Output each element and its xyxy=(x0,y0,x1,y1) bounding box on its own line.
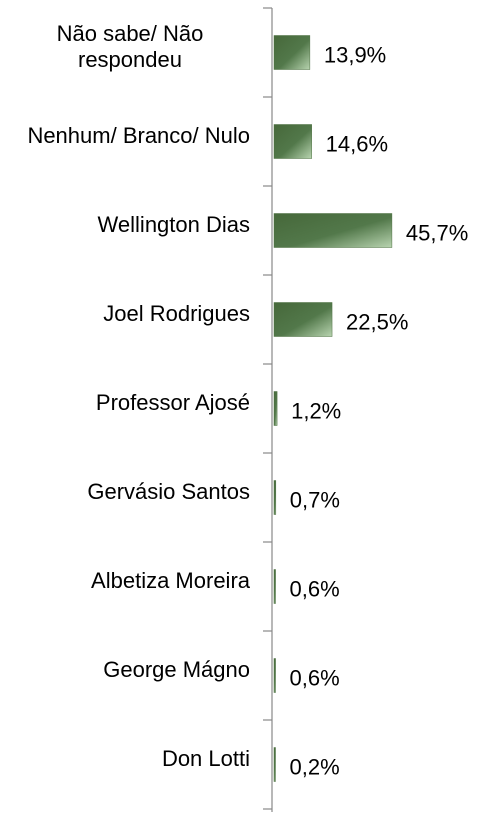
category-label: Don Lotti xyxy=(161,745,250,771)
value-label: 45,7% xyxy=(406,220,468,245)
value-label: 0,6% xyxy=(290,576,340,601)
value-label: 0,7% xyxy=(290,487,340,512)
category-label: Wellington Dias xyxy=(97,211,250,237)
bar xyxy=(273,124,312,159)
bar xyxy=(273,391,278,426)
category-label: Nenhum/ Branco/ Nulo xyxy=(27,122,250,148)
bar xyxy=(273,35,311,70)
category-label: Gervásio Santos xyxy=(87,478,250,504)
value-label: 14,6% xyxy=(326,131,388,156)
value-label: 13,9% xyxy=(324,42,386,67)
category-label: Professor Ajosé xyxy=(95,389,250,415)
category-label: Albetiza Moreira xyxy=(91,567,250,593)
bar xyxy=(273,747,276,782)
value-label: 22,5% xyxy=(346,309,408,334)
value-label: 0,6% xyxy=(290,665,340,690)
category-label: Joel Rodrigues xyxy=(103,300,250,326)
bar xyxy=(273,213,393,248)
category-label: Não sabe/ Não respondeu xyxy=(56,20,204,72)
category-label: George Mágno xyxy=(103,656,250,682)
value-label: 1,2% xyxy=(291,398,341,423)
bar xyxy=(273,658,276,693)
bar xyxy=(273,569,276,604)
bar xyxy=(273,480,277,515)
value-label: 0,2% xyxy=(290,754,340,779)
bar xyxy=(273,302,333,337)
